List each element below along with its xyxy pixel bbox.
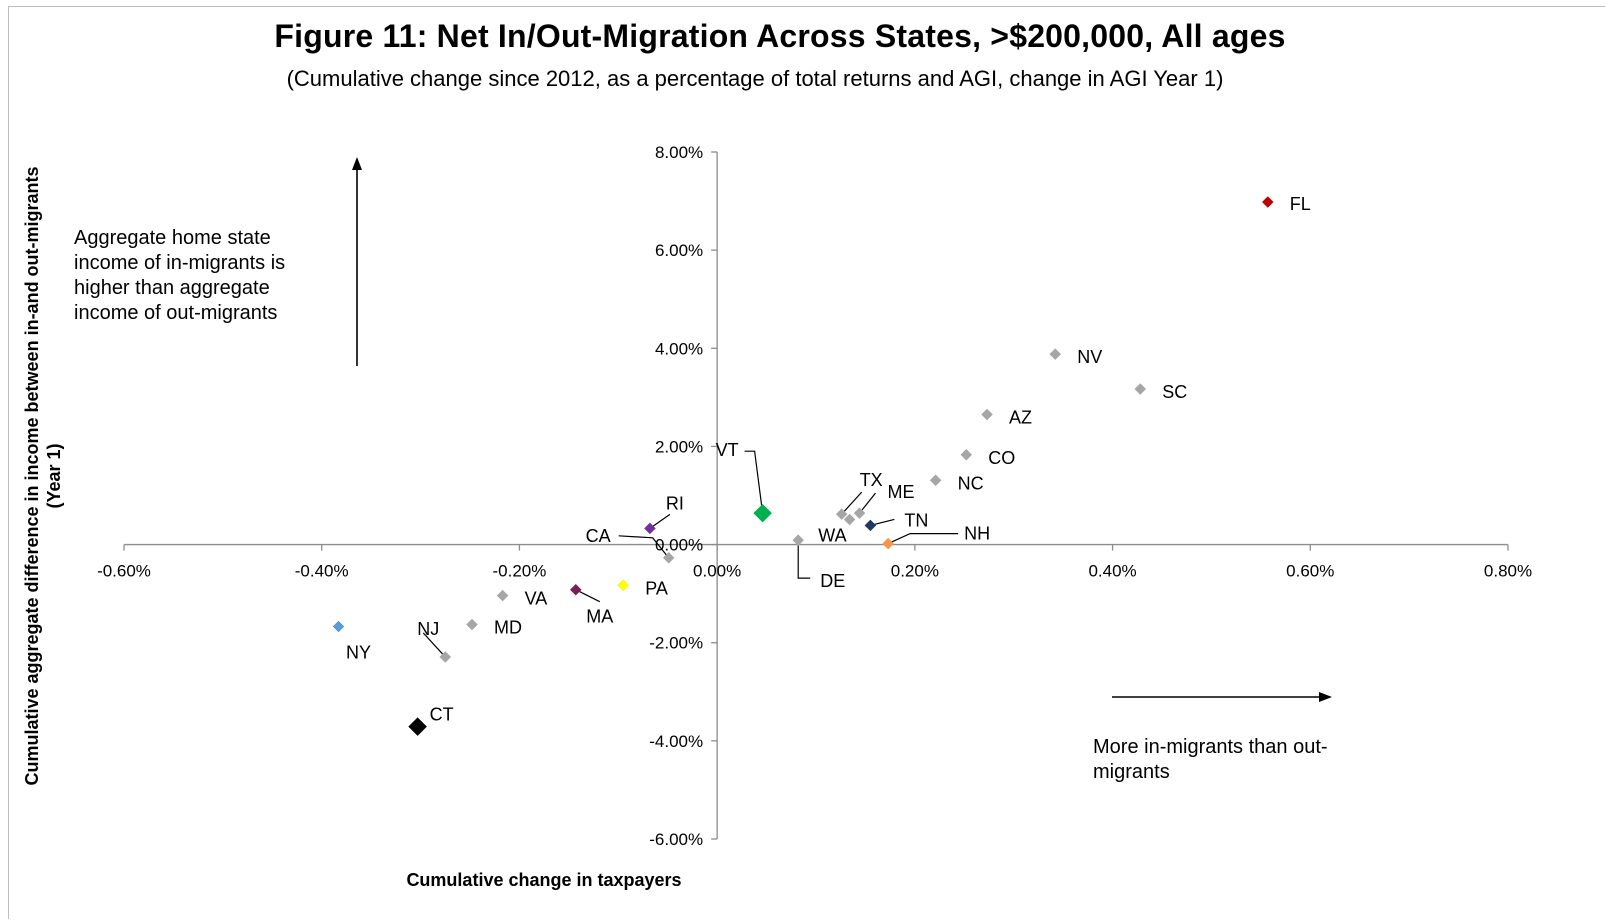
- point-label-de: DE: [820, 571, 845, 591]
- data-point-nh: [882, 537, 895, 550]
- point-label-pa: PA: [645, 578, 668, 598]
- data-point-tx: [835, 508, 848, 521]
- point-label-wa: WA: [818, 526, 846, 546]
- data-point-md: [466, 618, 478, 631]
- data-point-fl: [1261, 196, 1274, 208]
- x-tick-label: -0.40%: [295, 562, 349, 581]
- up-arrow-icon: [352, 157, 362, 170]
- point-label-ma: MA: [586, 607, 613, 627]
- y-tick-label: 8.00%: [655, 143, 703, 162]
- point-label-co: CO: [988, 448, 1015, 468]
- leader-line-ma: [575, 589, 601, 603]
- point-label-tx: TX: [860, 470, 883, 490]
- data-point-tn: [864, 519, 877, 532]
- y-axis-title-line: Cumulative aggregate difference in incom…: [22, 166, 42, 785]
- x-axis-title: Cumulative change in taxpayers: [406, 870, 681, 890]
- point-label-ct: CT: [430, 705, 454, 725]
- annotation-bottom-right-line: More in-migrants than out-: [1093, 736, 1328, 758]
- x-tick-label: 0.40%: [1088, 562, 1136, 581]
- leader-line-nh: [887, 532, 959, 545]
- point-label-md: MD: [494, 618, 522, 638]
- data-point-va: [496, 589, 509, 602]
- chart-frame: [8, 6, 1605, 919]
- point-label-va: VA: [525, 589, 548, 609]
- leader-line-vt: [744, 450, 764, 514]
- annotation-bottom-right-line: migrants: [1093, 761, 1170, 783]
- point-label-nv: NV: [1077, 347, 1102, 367]
- y-tick-label: 6.00%: [655, 241, 703, 260]
- data-point-ct: [408, 717, 427, 736]
- right-arrow-icon: [1319, 692, 1332, 702]
- x-tick-label: 0.20%: [891, 562, 939, 581]
- annotations: Aggregate home state income of in-migrant…: [74, 157, 1332, 783]
- annotation-top-left-line: income of in-migrants is: [74, 252, 285, 274]
- data-point-ny: [332, 620, 345, 633]
- leader-line-de: [797, 540, 811, 579]
- y-tick-label: -6.00%: [649, 830, 703, 849]
- y-tick-label: 0.00%: [655, 536, 703, 555]
- leader-line-nj: [422, 632, 446, 658]
- data-point-nc: [929, 474, 942, 487]
- leader-lines: [422, 450, 959, 658]
- chart-title: Figure 11: Net In/Out-Migration Across S…: [274, 18, 1286, 54]
- annotation-top-left-line: income of out-migrants: [74, 302, 277, 324]
- data-point-wa: [843, 513, 856, 526]
- x-tick-label: -0.20%: [492, 562, 546, 581]
- data-point-ri: [644, 522, 656, 535]
- x-tick-label: 0.00%: [693, 562, 741, 581]
- point-label-ri: RI: [666, 493, 684, 513]
- point-label-nj: NJ: [417, 619, 439, 639]
- leader-line-me: [859, 492, 876, 514]
- leader-line-tx: [841, 491, 863, 515]
- data-point-ca: [662, 551, 675, 564]
- chart-subtitle: (Cumulative change since 2012, as a perc…: [286, 66, 1224, 91]
- y-tick-label: -2.00%: [649, 634, 703, 653]
- point-label-nc: NC: [958, 473, 984, 493]
- annotation-top-left-line: Aggregate home state: [74, 227, 271, 249]
- data-point-co: [960, 448, 973, 461]
- data-point-me: [853, 507, 866, 520]
- data-point-nv: [1049, 348, 1062, 361]
- y-axis-title-line: (Year 1): [44, 443, 64, 508]
- data-point-ma: [569, 583, 582, 596]
- point-label-sc: SC: [1162, 382, 1187, 402]
- x-tick-label: 0.60%: [1286, 562, 1334, 581]
- point-label-fl: FL: [1290, 194, 1311, 214]
- data-point-pa: [617, 579, 630, 592]
- x-tick-label: -0.60%: [97, 562, 151, 581]
- y-tick-label: -4.00%: [649, 732, 703, 751]
- data-point-az: [981, 408, 993, 421]
- point-label-me: ME: [887, 482, 914, 502]
- data-point-de: [792, 534, 805, 547]
- annotation-top-left-line: higher than aggregate: [74, 277, 270, 299]
- y-tick-label: 2.00%: [655, 437, 703, 456]
- y-axis-title: Cumulative aggregate difference in incom…: [22, 166, 64, 785]
- x-tick-label: 0.80%: [1484, 562, 1532, 581]
- y-tick-label: 4.00%: [655, 339, 703, 358]
- point-label-nh: NH: [964, 524, 990, 544]
- point-label-vt: VT: [716, 440, 739, 460]
- leader-line-ca: [618, 535, 670, 559]
- point-label-ny: NY: [346, 643, 371, 663]
- axes-group: -0.60% -0.40% -0.20% 0.00% 0.20% 0.40% 0.60% 0.…: [22, 143, 1532, 890]
- point-label-ca: CA: [586, 526, 611, 546]
- point-label-tn: TN: [904, 510, 928, 530]
- data-point-vt: [753, 503, 772, 523]
- point-label-az: AZ: [1009, 408, 1032, 428]
- data-points: [332, 196, 1274, 736]
- data-point-sc: [1134, 383, 1147, 395]
- data-point-nj: [439, 651, 452, 663]
